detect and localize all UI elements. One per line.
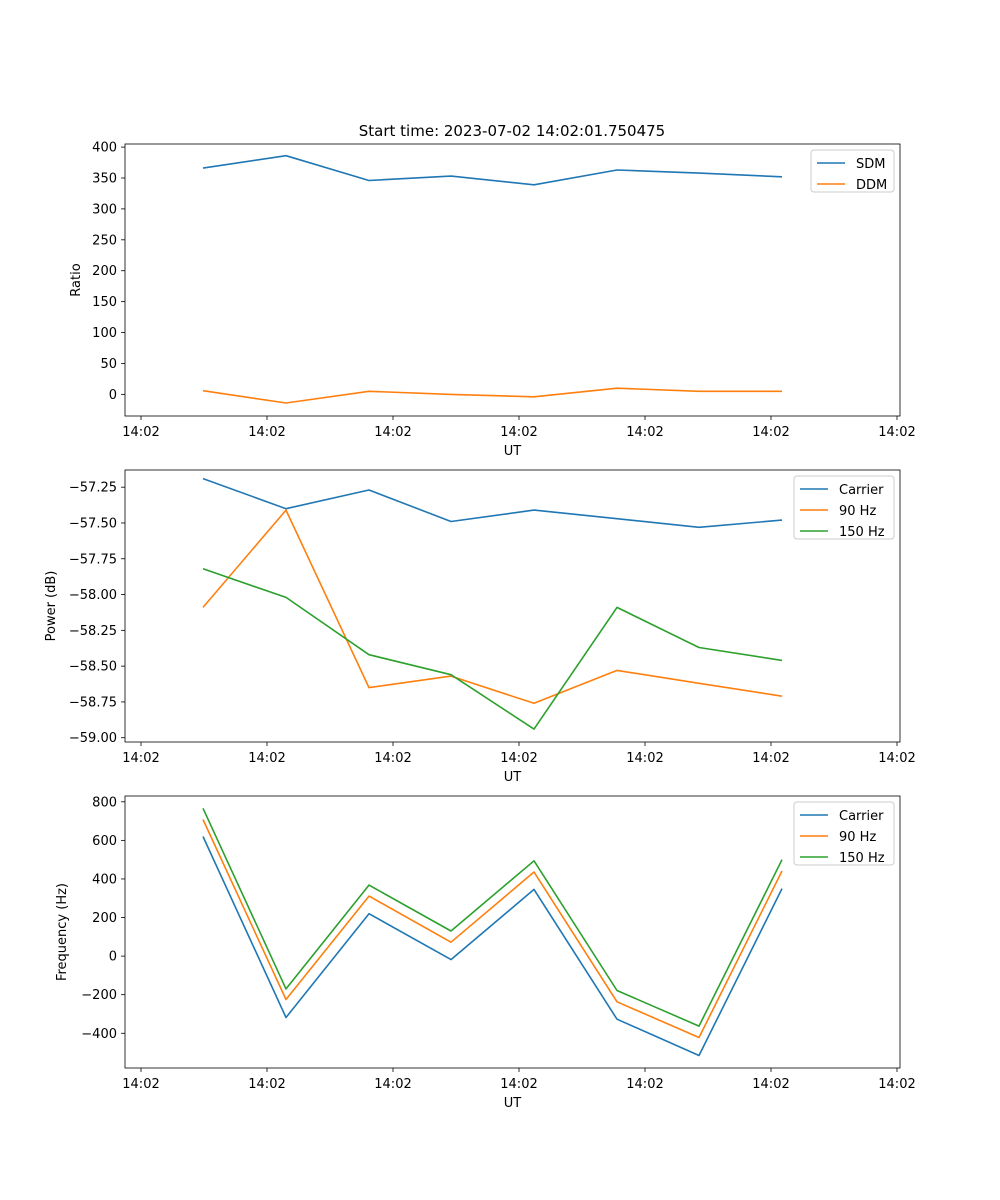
legend-box: [793, 801, 895, 866]
x-tick-label: 14:02: [122, 751, 159, 766]
x-tick-label: 14:02: [626, 425, 663, 440]
x-tick-label: 14:02: [752, 425, 789, 440]
y-tick-label: 400: [92, 872, 117, 887]
series-line-ddm: [202, 387, 782, 404]
y-tick-label: 250: [92, 233, 117, 248]
x-tick-label: 14:02: [752, 1077, 789, 1092]
y-axis-label: Power (dB): [44, 571, 59, 642]
y-tick-label: −58.75: [69, 695, 117, 710]
y-tick-label: 150: [92, 295, 117, 310]
y-tick-label: −57.50: [69, 516, 117, 531]
x-tick-label: 14:02: [626, 1077, 663, 1092]
y-tick-label: −59.00: [69, 731, 117, 746]
legend-box: [810, 149, 895, 193]
legend-label: SDM: [856, 157, 885, 172]
x-tick-label: 14:02: [374, 751, 411, 766]
legend-label: 150 Hz: [839, 525, 885, 540]
y-tick-label: 0: [109, 950, 117, 965]
axes-frame: [124, 469, 901, 743]
y-tick-label: −200: [81, 988, 117, 1003]
series-line-carrier: [202, 477, 783, 529]
series-line-150-hz: [202, 807, 783, 1027]
y-tick-label: 400: [92, 141, 117, 156]
x-tick-label: 14:02: [248, 751, 285, 766]
y-tick-label: −57.75: [69, 552, 117, 567]
y-tick-label: 0: [109, 388, 117, 403]
x-axis-label: UT: [504, 1096, 522, 1111]
x-tick-label: 14:02: [500, 1077, 537, 1092]
series-line-90-hz: [202, 509, 783, 705]
legend-label: 90 Hz: [839, 830, 876, 845]
x-tick-label: 14:02: [248, 425, 285, 440]
x-tick-label: 14:02: [752, 751, 789, 766]
legend-label: Carrier: [839, 809, 884, 824]
series-line-sdm: [202, 154, 783, 186]
y-tick-label: 800: [92, 795, 117, 810]
figure-title: Start time: 2023-07-02 14:02:01.750475: [359, 122, 665, 140]
y-axis-label: Frequency (Hz): [55, 883, 70, 981]
x-tick-label: 14:02: [374, 1077, 411, 1092]
legend-box: [793, 475, 895, 540]
y-tick-label: 200: [92, 911, 117, 926]
x-tick-label: 14:02: [500, 425, 537, 440]
x-tick-label: 14:02: [878, 425, 915, 440]
series-line-carrier: [202, 836, 783, 1057]
y-tick-label: −400: [81, 1027, 117, 1042]
legend-label: 150 Hz: [839, 851, 885, 866]
x-tick-label: 14:02: [878, 751, 915, 766]
chart-power: 14:02 14:02 14:02 14:02 14:02 14:02 14:02 −59.0…: [44, 469, 916, 785]
y-tick-label: 50: [100, 357, 117, 372]
y-tick-label: 350: [92, 172, 117, 187]
y-tick-label: 200: [92, 264, 117, 279]
x-tick-label: 14:02: [122, 1077, 159, 1092]
legend-label: DDM: [856, 178, 887, 193]
series-line-150-hz: [202, 568, 783, 730]
y-tick-label: 300: [92, 202, 117, 217]
legend-label: Carrier: [839, 483, 884, 498]
y-axis-label: Ratio: [69, 263, 84, 296]
x-tick-label: 14:02: [626, 751, 663, 766]
x-tick-label: 14:02: [248, 1077, 285, 1092]
series-line-90-hz: [202, 819, 783, 1039]
x-tick-label: 14:02: [878, 1077, 915, 1092]
chart-frequency: 14:02 14:02 14:02 14:02 14:02 14:02 14:02 −400 −…: [55, 795, 916, 1111]
x-axis-label: UT: [504, 770, 522, 785]
y-tick-label: −58.00: [69, 588, 117, 603]
x-tick-label: 14:02: [500, 751, 537, 766]
y-tick-label: −57.25: [69, 481, 117, 496]
y-tick-label: 600: [92, 834, 117, 849]
x-tick-label: 14:02: [122, 425, 159, 440]
chart-ratio: 14:02 14:02 14:02 14:02 14:02 14:02 14:02 0 50 10…: [69, 141, 916, 459]
y-tick-label: −58.50: [69, 660, 117, 675]
y-tick-label: 100: [92, 326, 117, 341]
y-tick-label: −58.25: [69, 624, 117, 639]
axes-frame: [124, 795, 901, 1069]
axes-frame: [124, 143, 901, 417]
x-axis-label: UT: [504, 444, 522, 459]
legend-label: 90 Hz: [839, 504, 876, 519]
x-tick-label: 14:02: [374, 425, 411, 440]
